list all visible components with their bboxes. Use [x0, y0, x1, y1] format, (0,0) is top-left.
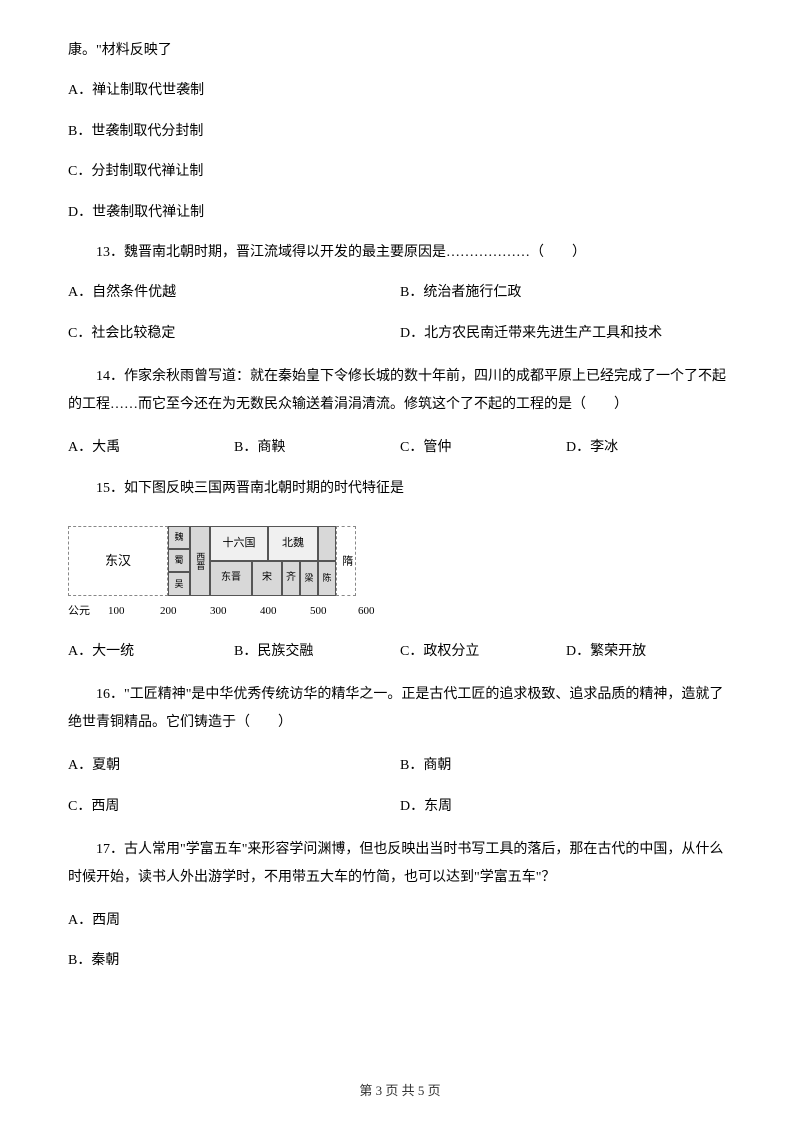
diagram-box-wu: 吴 [168, 572, 190, 596]
axis-500: 500 [310, 603, 327, 621]
q15-option-a: A．大一统 [68, 641, 234, 663]
q16-stem: 16．"工匠精神"是中华优秀传统访华的精华之一。正是古代工匠的追求极致、追求品质… [68, 681, 732, 737]
q12-intro-fragment: 康。"材料反映了 [68, 40, 732, 62]
q14-stem: 14．作家余秋雨曾写道：就在秦始皇下令修长城的数十年前，四川的成都平原上已经完成… [68, 363, 732, 419]
q14-option-a: A．大禹 [68, 437, 234, 459]
q15-option-b: B．民族交融 [234, 641, 400, 663]
axis-gongyuan: 公元 [68, 603, 90, 621]
diagram-box-sixteen: 十六国 [210, 526, 268, 561]
q16-option-c: C．西周 [68, 796, 400, 818]
diagram-box-xijin: 西晋 [190, 526, 210, 596]
q16-option-d: D．东周 [400, 796, 732, 818]
q15-option-d: D．繁荣开放 [566, 641, 732, 663]
q12-option-a: A．禅让制取代世袭制 [68, 80, 732, 102]
axis-300: 300 [210, 603, 227, 621]
q13-options-row1: A．自然条件优越 B．统治者施行仁政 [68, 282, 732, 304]
axis-600: 600 [358, 603, 375, 621]
q15-option-c: C．政权分立 [400, 641, 566, 663]
diagram-box-dongjin: 东晋 [210, 561, 252, 596]
diagram-box-qi: 齐 [282, 561, 300, 596]
q16-option-b: B．商朝 [400, 755, 732, 777]
diagram-box-donghan: 东汉 [68, 526, 168, 596]
diagram-box-song: 宋 [252, 561, 282, 596]
q12-option-b: B．世袭制取代分封制 [68, 121, 732, 143]
diagram-box-shu: 蜀 [168, 549, 190, 572]
q12-option-c: C．分封制取代禅让制 [68, 161, 732, 183]
q15-diagram: 东汉 魏 蜀 吴 西晋 十六国 东晋 北魏 宋 齐 梁 陈 隋 公元 100 2… [68, 518, 378, 623]
q15-stem: 15．如下图反映三国两晋南北朝时期的时代特征是 [68, 478, 732, 500]
q14-option-b: B．商鞅 [234, 437, 400, 459]
q13-options-row2: C．社会比较稳定 D．北方农民南迁带来先进生产工具和技术 [68, 323, 732, 345]
q14-option-c: C．管仲 [400, 437, 566, 459]
diagram-box-sui: 隋 [336, 526, 356, 596]
diagram-box-chen: 陈 [318, 561, 336, 596]
page-footer: 第 3 页 共 5 页 [0, 1081, 800, 1102]
q13-option-d: D．北方农民南迁带来先进生产工具和技术 [400, 323, 732, 345]
q12-option-d: D．世袭制取代禅让制 [68, 202, 732, 224]
q14-option-d: D．李冰 [566, 437, 732, 459]
q15-options: A．大一统 B．民族交融 C．政权分立 D．繁荣开放 [68, 641, 732, 663]
q14-options: A．大禹 B．商鞅 C．管仲 D．李冰 [68, 437, 732, 459]
q13-stem: 13．魏晋南北朝时期，晋江流域得以开发的最主要原因是………………（ ） [68, 242, 732, 264]
diagram-box-wei: 魏 [168, 526, 190, 549]
diagram-box-beiwei: 北魏 [268, 526, 318, 561]
q17-stem: 17．古人常用"学富五车"来形容学问渊博，但也反映出当时书写工具的落后，那在古代… [68, 836, 732, 892]
q17-option-a: A．西周 [68, 910, 732, 932]
q16-options-row2: C．西周 D．东周 [68, 796, 732, 818]
q13-option-b: B．统治者施行仁政 [400, 282, 732, 304]
q13-option-a: A．自然条件优越 [68, 282, 400, 304]
axis-100: 100 [108, 603, 125, 621]
axis-400: 400 [260, 603, 277, 621]
q13-option-c: C．社会比较稳定 [68, 323, 400, 345]
axis-200: 200 [160, 603, 177, 621]
diagram-box-liang: 梁 [300, 561, 318, 596]
q17-option-b: B．秦朝 [68, 950, 732, 972]
diagram-box-beiqi [318, 526, 336, 561]
q16-option-a: A．夏朝 [68, 755, 400, 777]
q16-options-row1: A．夏朝 B．商朝 [68, 755, 732, 777]
